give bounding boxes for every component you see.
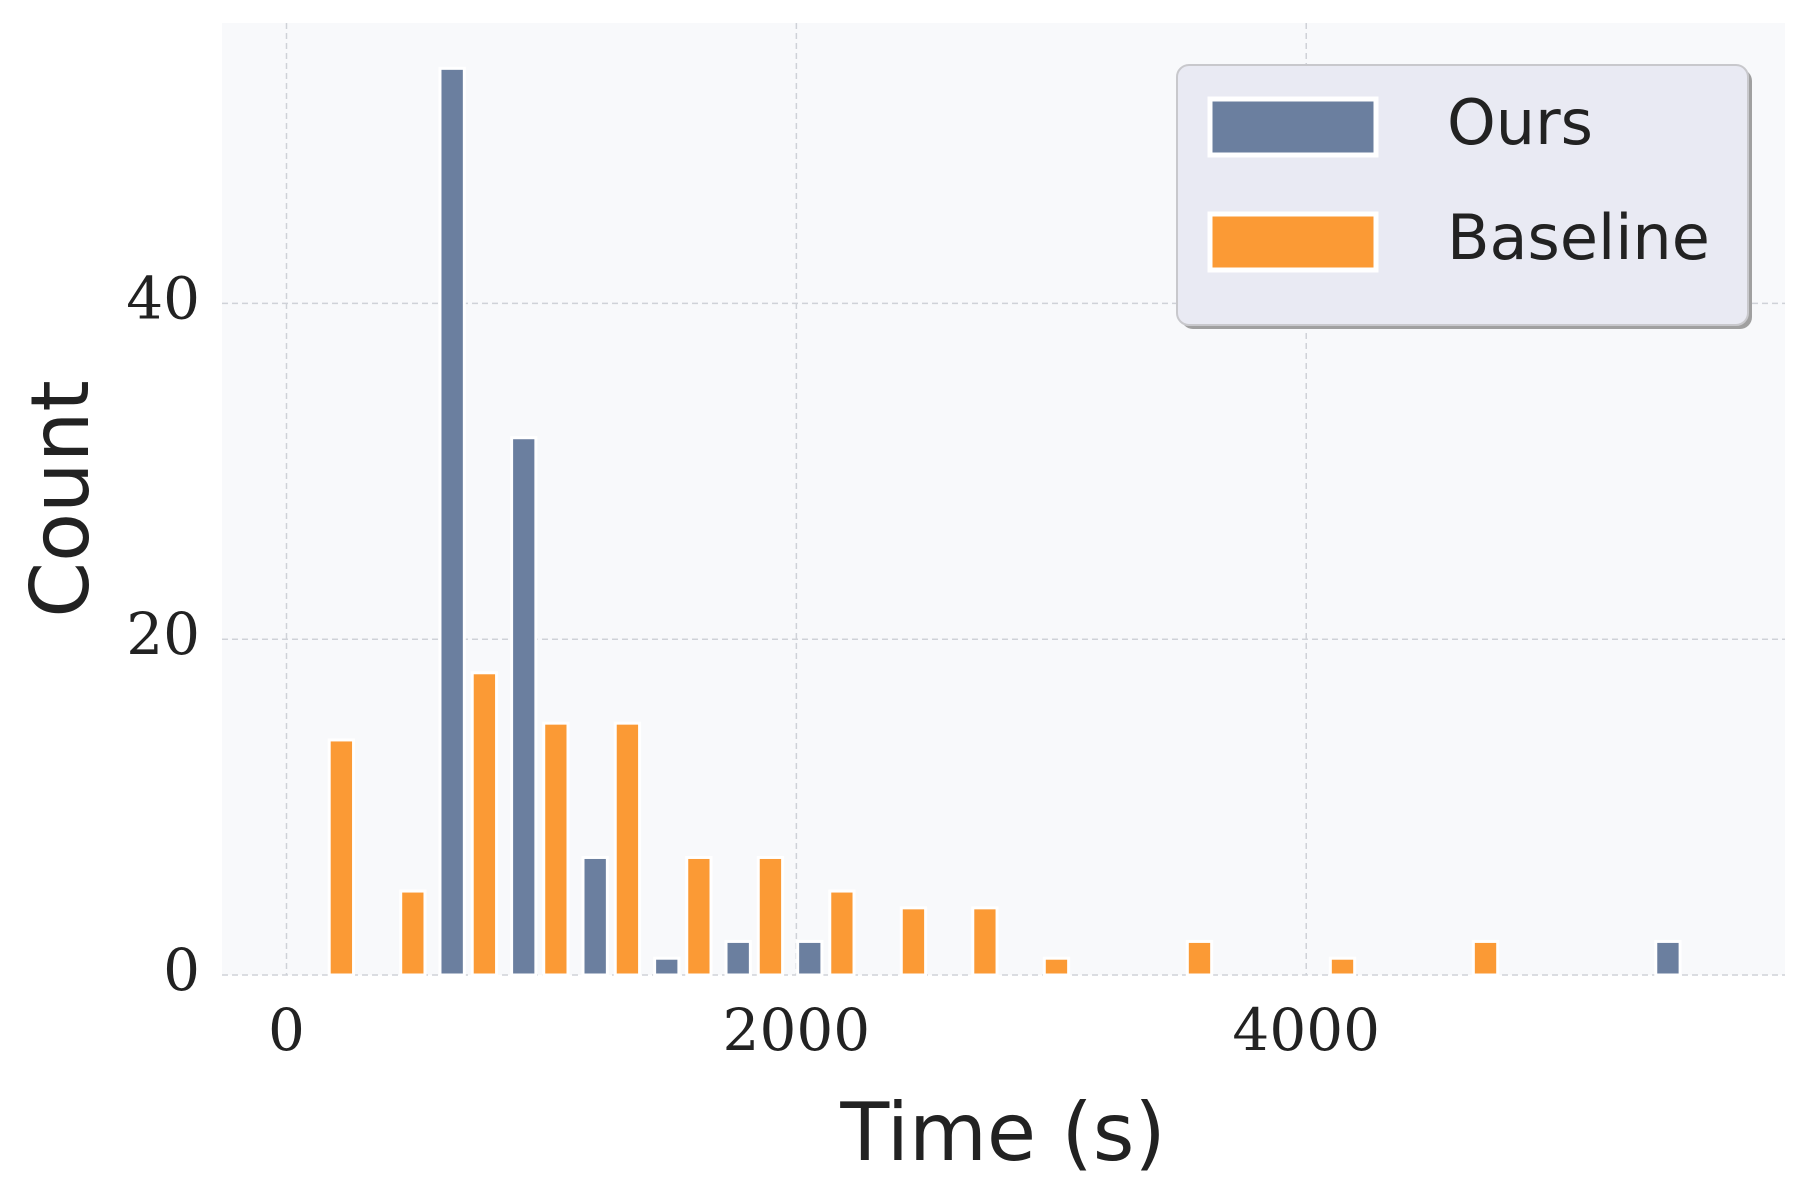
legend-swatch: [1207, 211, 1379, 273]
bar: [470, 671, 499, 977]
bar: [1328, 956, 1357, 977]
bar: [899, 906, 928, 977]
bar: [796, 939, 824, 977]
bar: [1471, 939, 1500, 977]
bar: [327, 738, 356, 977]
legend-swatch: [1207, 96, 1379, 158]
x-tick-label: 0: [268, 996, 305, 1064]
bar: [653, 956, 681, 977]
y-axis-label: Count: [14, 380, 107, 618]
y-tick-label: 20: [126, 600, 200, 668]
y-tick-label: 0: [163, 936, 200, 1004]
bar: [1654, 939, 1682, 977]
bar: [1042, 956, 1071, 977]
bar: [542, 721, 570, 977]
legend-label: Ours: [1447, 86, 1593, 159]
bar: [438, 66, 466, 977]
y-tick-label: 40: [126, 264, 200, 332]
bar: [828, 889, 856, 977]
bar: [971, 906, 999, 977]
legend: Ours Baseline: [1176, 64, 1752, 329]
bar: [756, 855, 785, 977]
bar: [1185, 939, 1214, 977]
x-axis-label: Time (s): [839, 1086, 1165, 1179]
bar: [581, 855, 609, 977]
bar: [399, 889, 427, 977]
bar: [685, 855, 713, 977]
x-tick-label: 2000: [723, 996, 871, 1064]
bar: [510, 436, 538, 977]
bar: [724, 939, 752, 977]
bar: [613, 721, 642, 977]
legend-label: Baseline: [1447, 201, 1710, 274]
x-tick-label: 4000: [1232, 996, 1380, 1064]
